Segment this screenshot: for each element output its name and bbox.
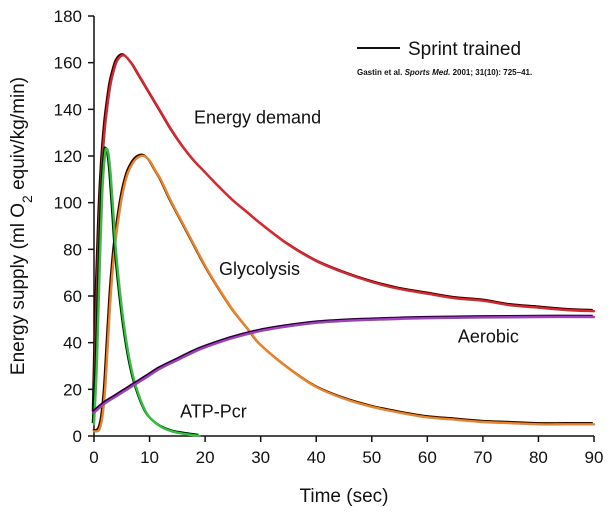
curve-label-atp-pcr: ATP-Pcr	[180, 401, 247, 421]
x-tick-label: 10	[140, 448, 159, 467]
y-tick-label: 100	[54, 194, 82, 213]
plot-area	[93, 16, 594, 437]
x-tick-label: 60	[418, 448, 437, 467]
x-tick-label: 30	[251, 448, 270, 467]
y-axis-title-subscript: 2	[19, 195, 35, 203]
curve-label-glycolysis: Glycolysis	[219, 259, 300, 279]
x-axis-title: Time (sec)	[299, 486, 388, 507]
y-tick-label: 180	[54, 7, 82, 26]
series-line-glycolysis	[92, 154, 596, 433]
y-axis-ticks: 0 20 40 60 80 100 120 140 160 180	[54, 7, 94, 446]
x-tick-label: 20	[196, 448, 215, 467]
x-tick-label: 0	[89, 448, 98, 467]
x-axis-ticks: 0 10 20 30 40 50 60 70 80 90	[89, 436, 603, 467]
y-tick-label: 0	[73, 427, 82, 446]
legend-label-sprint-trained: Sprint trained	[408, 39, 521, 60]
x-tick-label: 80	[529, 448, 548, 467]
x-tick-label: 50	[362, 448, 381, 467]
sprint-trained-line-energy-demand	[91, 53, 593, 412]
y-tick-label: 60	[63, 287, 82, 306]
y-tick-label: 120	[54, 147, 82, 166]
y-tick-label: 20	[63, 380, 82, 399]
series-line-aerobic	[92, 315, 596, 414]
citation: Gastin et al. Sports Med. 2001; 31(10): …	[357, 68, 532, 77]
y-tick-label: 140	[54, 100, 82, 119]
legend: Sprint trained	[357, 39, 521, 60]
curve-labels: Energy demand Glycolysis ATP-Pcr Aerobic	[180, 107, 519, 421]
series-layer	[91, 53, 596, 438]
sprint-trained-line-aerobic	[92, 314, 593, 413]
curve-label-aerobic: Aerobic	[458, 327, 519, 347]
x-tick-label: 90	[585, 448, 604, 467]
y-tick-label: 160	[54, 54, 82, 73]
x-tick-label: 70	[473, 448, 492, 467]
x-tick-label: 40	[307, 448, 326, 467]
y-axis-title: Energy supply (ml O2 equiv/kg/min)	[8, 77, 35, 375]
y-tick-label: 80	[63, 240, 82, 259]
curve-label-energy-demand: Energy demand	[194, 107, 321, 127]
series-line-atp-pcr	[92, 147, 201, 438]
series-line-energy-demand	[92, 54, 596, 414]
y-tick-label: 40	[63, 334, 82, 353]
